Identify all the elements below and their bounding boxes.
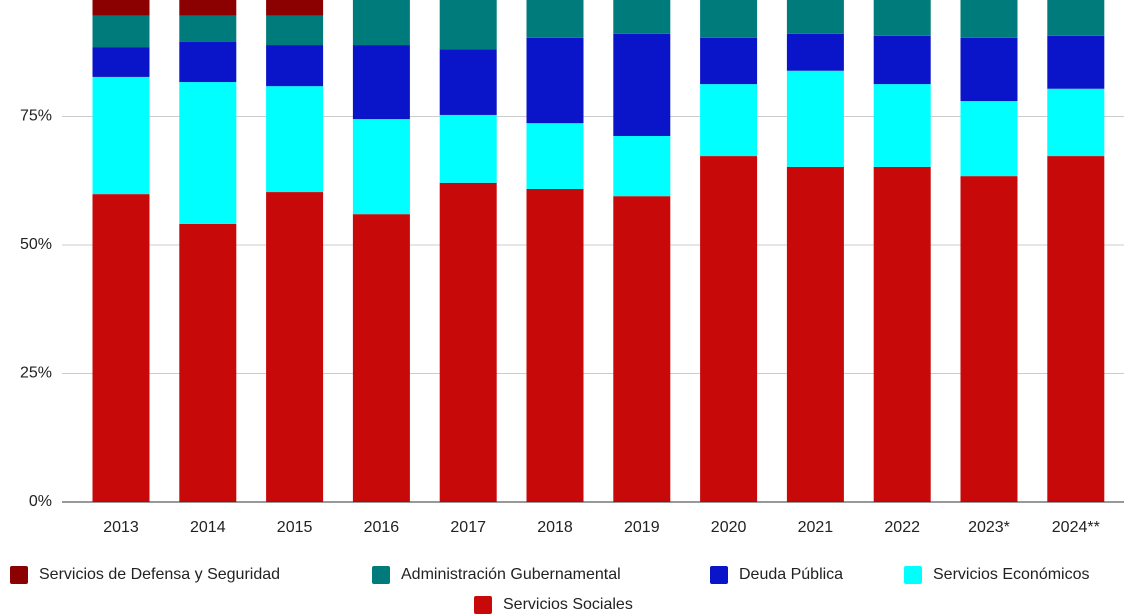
bar-segment — [786, 33, 844, 71]
bar-segment — [439, 0, 497, 50]
bar-segment — [526, 123, 584, 189]
bar-segment — [352, 214, 410, 502]
bar-segment — [92, 194, 150, 502]
bar-segment — [266, 86, 324, 193]
x-tick-label: 2017 — [450, 519, 486, 536]
bar-segment — [700, 37, 758, 85]
x-tick-label: 2019 — [624, 519, 660, 536]
bar-segment — [179, 223, 237, 502]
bar-segment — [266, 192, 324, 503]
x-tick-label: 2014 — [190, 519, 226, 536]
x-tick-label: 2016 — [364, 519, 400, 536]
bar-segment — [266, 15, 324, 46]
y-tick-label: 0% — [29, 493, 52, 510]
bar-segment — [439, 49, 497, 115]
bar-segment — [960, 0, 1018, 38]
bar-segment — [92, 47, 150, 77]
bar-segment — [92, 15, 150, 48]
y-tick-label: 75% — [20, 108, 52, 125]
x-tick-label: 2018 — [537, 519, 573, 536]
bar-segment — [1047, 0, 1105, 36]
legend-label: Servicios de Defensa y Seguridad — [39, 566, 280, 583]
bar-segment — [1047, 88, 1105, 157]
legend-swatch — [474, 596, 492, 614]
bar-segment — [873, 166, 931, 502]
bar-segment — [92, 76, 150, 195]
bar-segment — [526, 37, 584, 124]
bar-segment — [786, 166, 844, 502]
legend-swatch — [904, 566, 922, 584]
bar-segment — [352, 0, 410, 46]
x-tick-label: 2015 — [277, 519, 313, 536]
bar-segment — [613, 196, 671, 503]
bar-segment — [786, 0, 844, 34]
bar-segment — [266, 0, 324, 16]
bar-segment — [179, 15, 237, 42]
bar-segment — [179, 82, 237, 224]
bar-segment — [873, 35, 931, 85]
x-tick-label: 2013 — [103, 519, 139, 536]
x-tick-label: 2024** — [1052, 519, 1100, 536]
bar-segment — [873, 0, 931, 36]
bar-segment — [179, 41, 237, 83]
bar-segment — [92, 0, 150, 16]
legend-label: Servicios Sociales — [503, 596, 633, 613]
legend-swatch — [710, 566, 728, 584]
bar-segment — [960, 176, 1018, 502]
bar-segment — [352, 45, 410, 120]
bar-segment — [873, 84, 931, 167]
legend-label: Deuda Pública — [739, 566, 843, 583]
x-tick-label: 2021 — [798, 519, 834, 536]
x-tick-label: 2020 — [711, 519, 747, 536]
bar-segment — [1047, 156, 1105, 502]
bar-segment — [700, 0, 758, 38]
bar-segment — [526, 0, 584, 38]
bar-segment — [786, 70, 844, 167]
bar-segment — [960, 37, 1018, 102]
bar-segment — [1047, 35, 1105, 89]
bar-segment — [439, 114, 497, 183]
bar-segment — [352, 119, 410, 215]
legend-swatch — [10, 566, 28, 584]
bar-segment — [179, 0, 237, 16]
bar-segment — [960, 101, 1018, 177]
bar-segment — [613, 33, 671, 137]
y-tick-label: 25% — [20, 365, 52, 382]
bar-segment — [613, 0, 671, 34]
x-tick-label: 2023* — [968, 519, 1010, 536]
bar-segment — [526, 188, 584, 502]
legend-swatch — [372, 566, 390, 584]
x-tick-label: 2022 — [884, 519, 920, 536]
bar-segment — [439, 182, 497, 502]
y-tick-label: 50% — [20, 236, 52, 253]
bar-segment — [700, 156, 758, 502]
bar-segment — [700, 84, 758, 157]
legend-label: Servicios Económicos — [933, 566, 1090, 583]
legend-label: Administración Gubernamental — [401, 566, 621, 583]
bar-segment — [613, 136, 671, 197]
bar-segment — [266, 45, 324, 87]
